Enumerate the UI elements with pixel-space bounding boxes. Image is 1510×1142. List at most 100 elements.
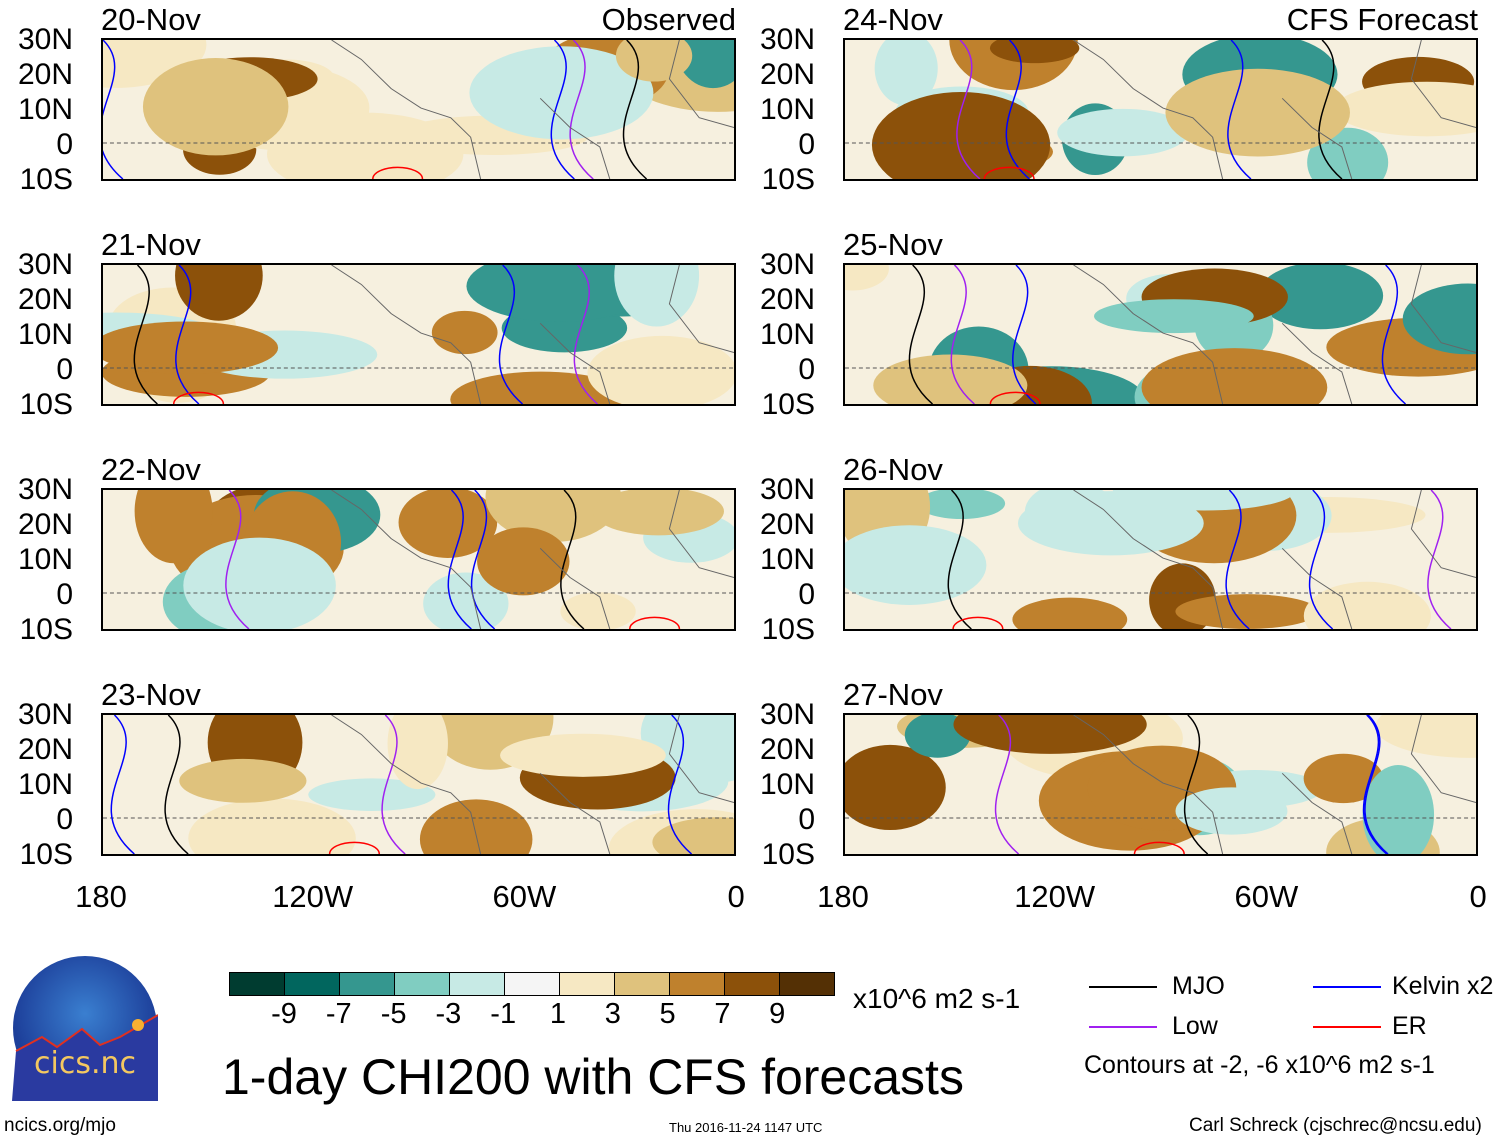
chi200-anomaly-region xyxy=(387,715,448,790)
lon-tick-label: 180 xyxy=(817,879,869,914)
lat-tick-label: 10N xyxy=(759,93,815,126)
lat-tick-label: 10N xyxy=(17,543,73,576)
low-contour xyxy=(569,40,594,179)
map-panel xyxy=(101,488,736,631)
lat-tick-label: 10S xyxy=(19,613,73,646)
lat-tick-label: 10S xyxy=(761,163,815,196)
kelvin-contour xyxy=(447,490,472,629)
er-contour xyxy=(983,166,1035,179)
chi200-anomaly-region xyxy=(1175,787,1288,835)
chi200-anomaly-region xyxy=(175,265,263,321)
lat-tick-label: 20N xyxy=(17,508,73,541)
lat-tick-label: 0 xyxy=(56,578,73,611)
logo-text: cics.nc xyxy=(34,1046,136,1081)
map-panel xyxy=(843,713,1478,856)
lat-tick-label: 20N xyxy=(759,733,815,766)
colorbar-swatch xyxy=(780,973,834,995)
colorbar-tick-label: -3 xyxy=(435,998,462,1030)
chi200-anomaly-region xyxy=(142,58,289,156)
chi200-anomaly-region xyxy=(1175,594,1319,629)
colorbar-swatch xyxy=(340,973,395,995)
chi200-anomaly-region xyxy=(183,537,336,629)
lat-tick-label: 30N xyxy=(17,23,73,56)
cics-logo: cics.nc xyxy=(12,955,159,1101)
lat-tick-label: 20N xyxy=(17,733,73,766)
chi200-anomaly-region xyxy=(1057,108,1189,157)
map-panel xyxy=(843,38,1478,181)
colorbar-swatch xyxy=(725,973,780,995)
map-panel xyxy=(101,38,736,181)
chi200-anomaly-region xyxy=(614,265,700,327)
er-contour xyxy=(989,391,1041,404)
colorbar-swatch xyxy=(615,973,670,995)
low-contour xyxy=(956,40,981,179)
chi200-anomaly-region xyxy=(419,799,533,854)
chi200-anomaly-region xyxy=(431,310,498,355)
er-contour xyxy=(629,616,681,629)
chi200-anomaly-region xyxy=(179,758,307,803)
lat-tick-label: 30N xyxy=(17,698,73,731)
colorbar-swatch xyxy=(285,973,340,995)
colorbar-tick-label: 3 xyxy=(604,998,621,1030)
lon-tick-label: 120W xyxy=(1014,879,1096,914)
lat-tick-label: 10N xyxy=(17,93,73,126)
kelvin-contour xyxy=(1362,715,1388,854)
coastline xyxy=(1073,40,1476,179)
chi200-anomaly-region xyxy=(587,335,734,404)
chi200-anomaly-region xyxy=(1112,490,1296,511)
colorbar-tick-label: 5 xyxy=(659,998,676,1030)
chi200-anomaly-region xyxy=(1303,581,1431,629)
panel-date: 26-Nov xyxy=(843,452,943,487)
kelvin-contour xyxy=(1308,490,1334,629)
lat-tick-label: 20N xyxy=(759,58,815,91)
legend-low: Low xyxy=(1172,1012,1218,1040)
lat-tick-label: 0 xyxy=(56,128,73,161)
chi200-anomaly-region xyxy=(953,715,1147,754)
colorbar-swatch xyxy=(395,973,450,995)
er-contour xyxy=(1133,841,1185,854)
lon-tick-label: 180 xyxy=(75,879,127,914)
chi200-anomaly-region xyxy=(873,354,1028,404)
chi200-anomaly-region xyxy=(592,490,724,536)
mjo-contour xyxy=(908,265,934,404)
colorbar-swatch xyxy=(560,973,615,995)
footer-url[interactable]: ncics.org/mjo xyxy=(4,1115,116,1136)
lat-tick-label: 10S xyxy=(761,838,815,871)
chi200-anomaly-region xyxy=(560,592,636,629)
chi200-anomaly-region xyxy=(450,371,632,404)
lat-tick-label: 10N xyxy=(759,768,815,801)
chi200-anomaly-region xyxy=(1303,753,1384,804)
observed-label: Observed xyxy=(601,2,736,37)
map-panel xyxy=(843,488,1478,631)
coastline xyxy=(331,490,734,629)
low-contour xyxy=(573,265,598,404)
er-contour xyxy=(172,391,225,404)
lon-tick-label: 60W xyxy=(1234,879,1299,914)
panel-date: 22-Nov xyxy=(101,452,201,487)
lat-tick-label: 10S xyxy=(761,613,815,646)
chi200-anomaly-region xyxy=(1362,765,1435,854)
lon-tick-label: 120W xyxy=(272,879,354,914)
coastline xyxy=(331,265,734,404)
kelvin-contour xyxy=(1364,715,1389,854)
lat-tick-label: 20N xyxy=(17,58,73,91)
chi200-anomaly-region xyxy=(871,91,1051,179)
colorbar-swatch xyxy=(230,973,285,995)
mjo-contour xyxy=(164,715,189,854)
low-line xyxy=(1089,1026,1157,1028)
lat-tick-label: 10S xyxy=(19,388,73,421)
colorbar-tick-label: -5 xyxy=(380,998,407,1030)
er-contour xyxy=(372,166,424,179)
kelvin-contour xyxy=(498,265,524,404)
chi200-anomaly-region xyxy=(1375,715,1476,758)
mjo-line xyxy=(1089,986,1157,988)
colorbar-tick-label: 9 xyxy=(769,998,786,1030)
lat-tick-label: 30N xyxy=(759,473,815,506)
lat-tick-label: 0 xyxy=(798,128,815,161)
chi200-anomaly-region xyxy=(477,527,570,596)
chi200-anomaly-region xyxy=(1257,265,1384,330)
lat-tick-label: 0 xyxy=(56,803,73,836)
chi200-anomaly-region xyxy=(1402,283,1476,355)
low-contour xyxy=(1427,490,1452,629)
kelvin-contour xyxy=(175,265,200,404)
